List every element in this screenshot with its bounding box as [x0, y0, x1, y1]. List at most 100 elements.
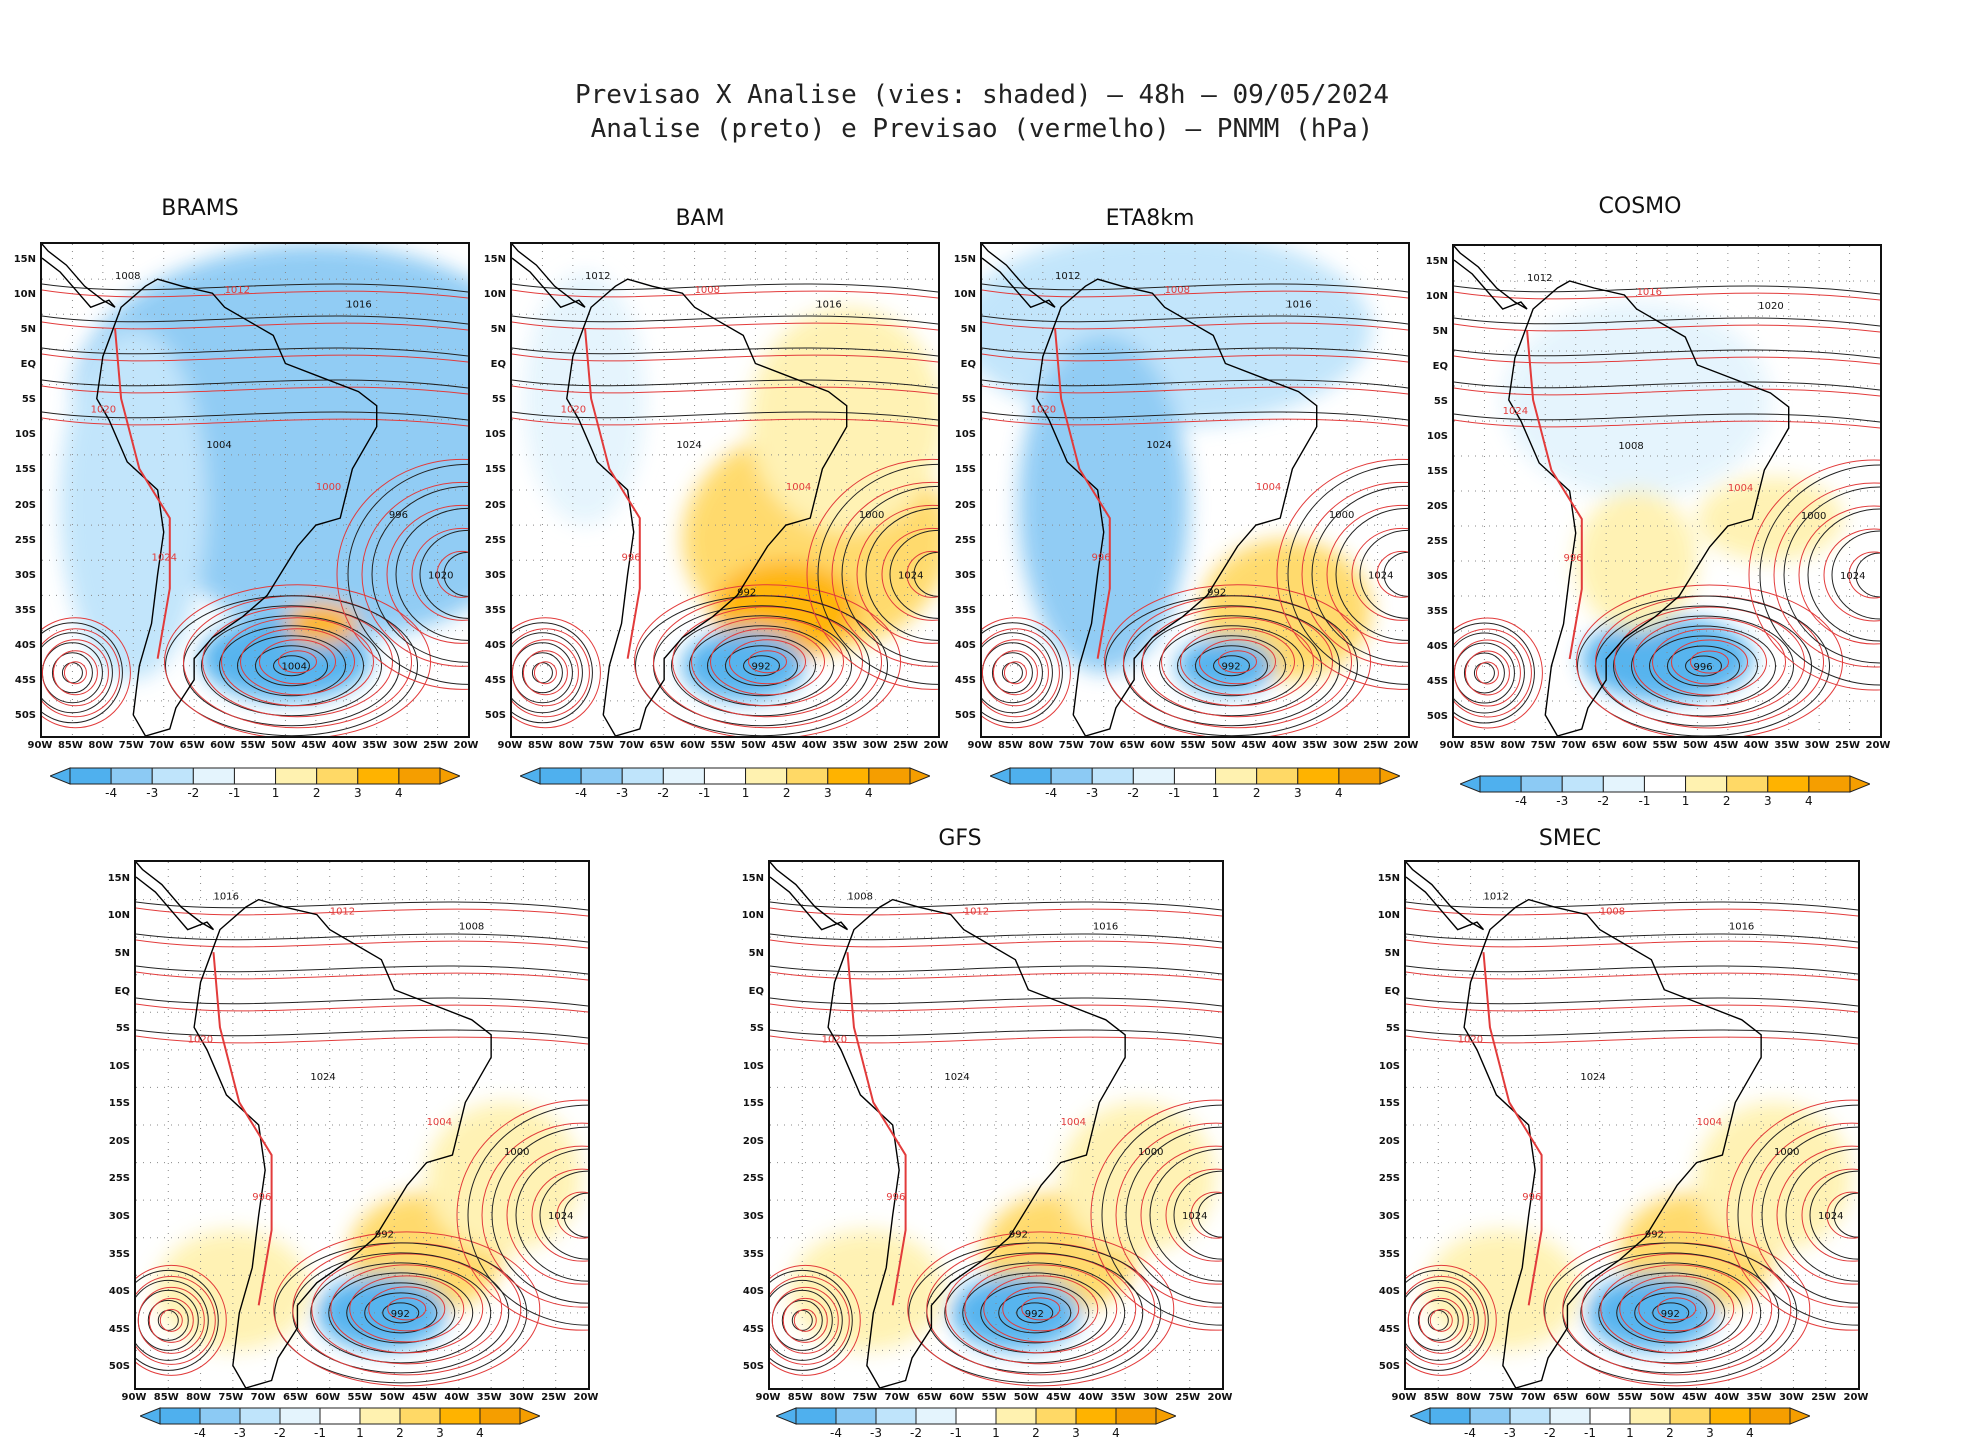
colorbar-swatch	[1629, 1407, 1671, 1425]
lat-tick-label: 50S	[1378, 1361, 1400, 1373]
colorbar-swatch	[786, 767, 829, 785]
colorbar-label: -2	[274, 1426, 286, 1440]
colorbar-swatch	[479, 1407, 521, 1425]
colorbar-label: -4	[105, 786, 118, 800]
bias-shading	[285, 602, 359, 645]
lon-tick-label: 80W	[1500, 740, 1526, 751]
lon-tick-label: 70W	[250, 1392, 276, 1403]
lat-tick-label: 50S	[14, 710, 36, 722]
colorbar-swatch	[1726, 775, 1769, 793]
colorbar-label: 4	[476, 1426, 484, 1440]
lon-tick-label: 75W	[118, 740, 144, 751]
colorbar-label: -1	[1168, 786, 1181, 800]
isobar-label: 1004	[1697, 1117, 1722, 1128]
lon-tick-label: 35W	[476, 1392, 502, 1403]
colorbar-swatch	[69, 767, 112, 785]
lat-tick-label: 35S	[1426, 605, 1448, 617]
isobar-label: 1000	[1774, 1147, 1799, 1158]
lon-tick-label: 30W	[1804, 740, 1830, 751]
andes-contours	[1054, 328, 1111, 659]
lon-tick-label: 45W	[412, 1392, 438, 1403]
colorbar-label: -3	[616, 786, 629, 800]
colorbar-label: -3	[1504, 1426, 1516, 1440]
lon-tick-label: 90W	[1439, 740, 1465, 751]
bias-shading	[1018, 335, 1189, 673]
colorbar-label: -2	[1544, 1426, 1556, 1440]
bias-shading	[1425, 1230, 1581, 1351]
colorbar-swatch	[539, 767, 582, 785]
colorbar-label: 3	[353, 786, 362, 800]
isobar-label: 1000	[1138, 1147, 1163, 1158]
lon-tick-label: 85W	[1469, 740, 1495, 751]
colorbar-label: -3	[146, 786, 159, 800]
colorbar-swatch	[1669, 1407, 1711, 1425]
lat-tick-label: 20S	[14, 499, 36, 511]
lat-tick-label: 15N	[107, 872, 130, 884]
colorbar-label: -1	[1584, 1426, 1596, 1440]
lat-tick-label: 10N	[1425, 290, 1448, 302]
lat-tick-label: 15S	[1378, 1098, 1400, 1110]
colorbar-label: -4	[575, 786, 588, 800]
lon-tick-label: 25W	[1835, 740, 1861, 751]
lon-tick-label: 25W	[893, 740, 919, 751]
lon-tick-label: 80W	[186, 1392, 212, 1403]
isobar-label: 1012	[1527, 273, 1552, 284]
central-america-coastline	[512, 244, 586, 309]
colorbar-swatch	[915, 1407, 957, 1425]
bias-shading	[1176, 637, 1275, 694]
map-frame: 1012 1008 1016 1020 1024 1004 1000 996 992 992 102…	[1404, 860, 1860, 1390]
isobar-label: 1000	[1801, 511, 1826, 522]
lon-tick-label: 90W	[967, 740, 993, 751]
lon-tick-label: 30W	[1778, 1392, 1804, 1403]
lon-tick-label: 60W	[680, 740, 706, 751]
lat-tick-label: 20S	[108, 1135, 130, 1147]
colorbar-swatch	[1429, 1407, 1471, 1425]
lon-tick-label: 60W	[1622, 740, 1648, 751]
south-america-coastline	[193, 898, 492, 1388]
lat-tick-label: 15S	[108, 1098, 130, 1110]
central-america-coastline	[1406, 862, 1485, 931]
colorbar-swatch	[621, 767, 664, 785]
lon-tick-label: 85W	[527, 740, 553, 751]
colorbar-label: -1	[1638, 794, 1651, 808]
colorbar-swatch	[1469, 1407, 1511, 1425]
colorbar-label: 4	[865, 786, 873, 800]
colorbar-label: 4	[1805, 794, 1813, 808]
lat-tick-label: 45S	[484, 675, 506, 687]
lon-tick-label: 20W	[1865, 740, 1891, 751]
lon-tick-label: 90W	[1391, 1392, 1417, 1403]
lat-tick-label: 35S	[954, 605, 976, 616]
colorbar-swatch	[1132, 767, 1175, 785]
low-center-label: 992	[1222, 662, 1241, 673]
isobar-label: 1008	[695, 285, 720, 296]
figure-title-line2: Analise (preto) e Previsao (vermelho) – …	[590, 114, 1374, 144]
colorbar-label: -4	[830, 1426, 842, 1440]
lon-tick-label: 20W	[923, 740, 949, 751]
isobar-label: 1016	[1093, 922, 1118, 933]
isobar-label: 1012	[585, 271, 610, 282]
low-center-label: 992	[1025, 1309, 1044, 1320]
colorbar-swatch	[827, 767, 870, 785]
pressure-map: 1012 1008 1016 1020 1024 1004 1000 996 992 992 102…	[512, 244, 938, 736]
south-america-coastline	[827, 898, 1126, 1388]
lon-tick-label: 25W	[1811, 1392, 1837, 1403]
colorbar-label: -3	[1086, 786, 1099, 800]
lat-tick-label: 35S	[484, 605, 506, 616]
lat-tick-label: 40S	[954, 640, 976, 652]
lon-tick-label: 25W	[423, 740, 449, 751]
colorbar-swatch	[239, 1407, 281, 1425]
high-center-label: 1024	[898, 570, 923, 581]
lon-tick-label: 90W	[27, 740, 53, 751]
lat-tick-label: 5S	[749, 1023, 764, 1035]
lat-tick-label: 35S	[1378, 1248, 1400, 1260]
colorbar-swatch	[955, 1407, 997, 1425]
lon-tick-label: 35W	[362, 740, 388, 751]
lat-tick-label: 5S	[115, 1023, 130, 1035]
lon-tick-label: 40W	[1743, 740, 1769, 751]
lat-tick-label: 15S	[484, 464, 506, 476]
lat-tick-label: 15N	[13, 253, 36, 265]
colorbar-swatch	[1479, 775, 1522, 793]
colorbar-swatch	[1091, 767, 1134, 785]
lat-tick-label: 5S	[961, 394, 976, 406]
map-frame: 1012 1016 1020 1024 1008 1004 1000 996 996 1024	[1452, 244, 1882, 738]
